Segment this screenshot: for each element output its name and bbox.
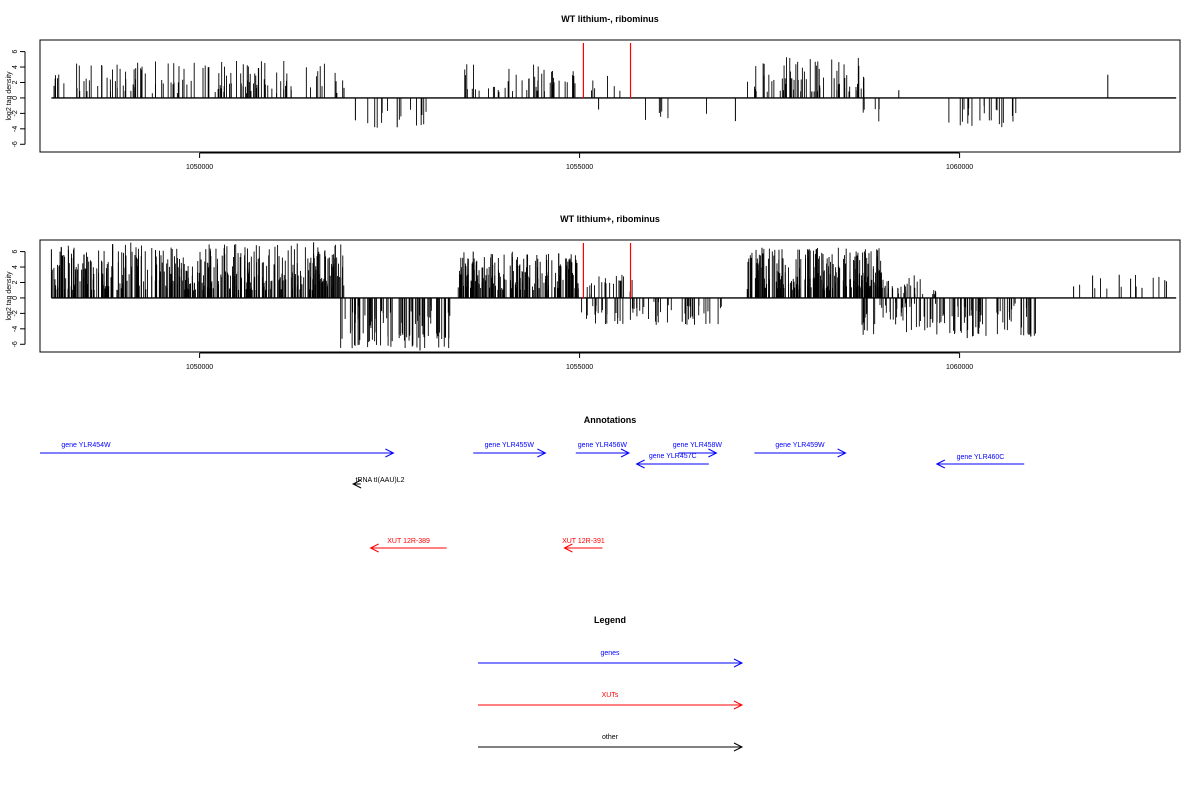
- x-tick-label: 1055000: [566, 364, 593, 371]
- legend-title: Legend: [594, 615, 626, 625]
- y-tick-label: -2: [12, 310, 19, 316]
- legend-arrow-arrowhead: [733, 658, 744, 668]
- feature-arrowhead: [708, 448, 718, 458]
- annotation-feature: tRNA tI(AAU)L2: [352, 477, 405, 489]
- x-tick-label: 1050000: [186, 164, 213, 171]
- y-tick-label: 0: [12, 296, 19, 300]
- annotations-title: Annotations: [584, 415, 637, 425]
- annotation-feature: gene YLR460C: [935, 454, 1025, 469]
- plot-frame: [39, 39, 1181, 153]
- x-tick-label: 1050000: [186, 364, 213, 371]
- track-panel-1: WT lithium-, ribominus 6 4 2 0 -2 -4 -6 log2 tag…: [6, 14, 1181, 171]
- y-tick-label: 4: [12, 65, 19, 69]
- annotation-feature: gene YLR459W: [754, 442, 847, 458]
- y-tick-label: 2: [12, 280, 19, 284]
- y-tick-label: 6: [12, 50, 19, 54]
- annotations-track: Annotations gene YLR454W gene YLR455W gene …: [40, 415, 1025, 553]
- annotation-feature: gene YLR454W: [40, 442, 395, 458]
- y-tick-label: -6: [12, 341, 19, 347]
- x-tick-label: 1060000: [946, 364, 973, 371]
- density-bars: [53, 57, 1109, 128]
- annotation-feature: gene YLR458W: [673, 442, 723, 458]
- legend-arrow-arrowhead: [733, 742, 744, 752]
- feature-label: XUT 12R-391: [562, 538, 605, 545]
- y-tick-label: -6: [12, 141, 19, 147]
- legend: Legend genes XUTs other: [478, 615, 744, 752]
- feature-arrowhead: [352, 479, 362, 489]
- y-tick-label: -2: [12, 110, 19, 116]
- legend-item-xuts: XUTs: [478, 692, 744, 710]
- panel-title: WT lithium+, ribominus: [560, 214, 660, 224]
- feature-arrowhead: [837, 448, 847, 458]
- legend-item-label: XUTs: [602, 692, 619, 699]
- feature-label: XUT 12R-389: [387, 538, 430, 545]
- legend-item-genes: genes: [478, 650, 744, 668]
- x-tick-label: 1060000: [946, 164, 973, 171]
- feature-arrowhead: [620, 448, 631, 458]
- legend-arrow-arrowhead: [733, 700, 744, 710]
- plot-frame: [39, 239, 1181, 353]
- annotation-feature: XUT 12R-391: [562, 538, 605, 553]
- annotation-feature: XUT 12R-389: [369, 538, 447, 553]
- density-bars: [50, 242, 1167, 351]
- feature-label: gene YLR458W: [673, 442, 723, 449]
- x-tick-label: 1055000: [566, 164, 593, 171]
- y-tick-label: 6: [12, 250, 19, 254]
- legend-item-other: other: [478, 734, 744, 752]
- y-axis-label: log2 tag density: [6, 271, 13, 321]
- y-tick-label: 2: [12, 80, 19, 84]
- annotation-feature: gene YLR457C: [635, 453, 709, 469]
- legend-item-label: other: [602, 734, 619, 741]
- y-tick-label: 4: [12, 265, 19, 269]
- y-tick-label: 0: [12, 96, 19, 100]
- panel-title: WT lithium-, ribominus: [561, 14, 659, 24]
- feature-arrowhead: [635, 459, 645, 469]
- annotation-feature: gene YLR456W: [575, 442, 631, 458]
- feature-label: gene YLR455W: [485, 442, 535, 449]
- y-axis-label: log2 tag density: [6, 71, 13, 121]
- feature-label: gene YLR457C: [649, 453, 697, 460]
- y-tick-label: -4: [12, 326, 19, 332]
- feature-label: tRNA tI(AAU)L2: [355, 477, 404, 484]
- legend-item-label: genes: [600, 650, 620, 657]
- feature-label: gene YLR454W: [61, 442, 111, 449]
- feature-arrowhead: [563, 543, 573, 553]
- track-panel-2: WT lithium+, ribominus 6 4 2 0 -2 -4 -6 log2 tag…: [6, 214, 1181, 371]
- feature-label: gene YLR459W: [775, 442, 825, 449]
- feature-label: gene YLR456W: [578, 442, 628, 449]
- feature-label: gene YLR460C: [957, 454, 1005, 461]
- feature-arrowhead: [537, 448, 547, 458]
- feature-arrowhead: [385, 448, 395, 458]
- feature-arrowhead: [369, 543, 379, 553]
- annotation-feature: gene YLR455W: [473, 442, 547, 458]
- feature-arrowhead: [935, 459, 946, 469]
- y-tick-label: -4: [12, 126, 19, 132]
